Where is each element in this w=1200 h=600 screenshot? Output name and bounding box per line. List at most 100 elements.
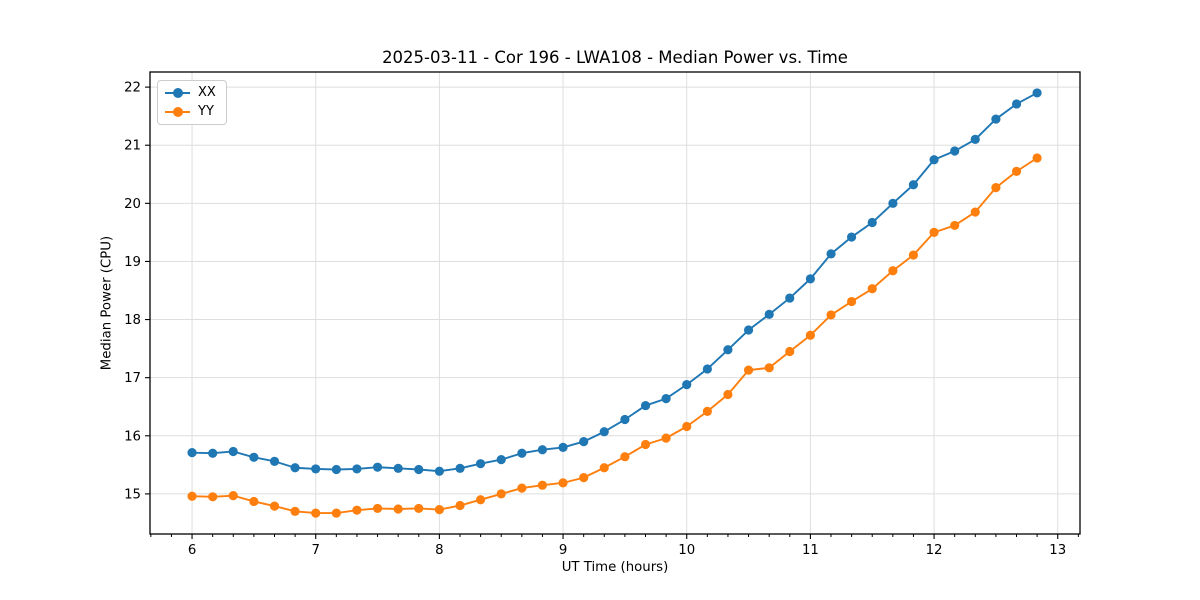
plot-border <box>149 71 1081 535</box>
series-xx-marker <box>414 464 424 475</box>
series-xx-marker <box>269 456 280 466</box>
series-xx-marker <box>558 442 568 453</box>
series-xx-marker <box>970 134 980 145</box>
series-xx-marker <box>537 445 548 455</box>
legend: XX YY <box>157 80 227 125</box>
series-yy-marker <box>434 504 444 515</box>
series-yy-marker <box>455 500 465 511</box>
series-yy-marker <box>249 496 259 507</box>
x-tick-label: 8 <box>435 543 443 558</box>
series-yy-marker <box>208 492 218 502</box>
legend-item-xx: XX <box>165 85 218 101</box>
y-tick-label: 19 <box>124 255 141 270</box>
series-yy-marker <box>805 330 815 340</box>
series-yy-marker <box>579 473 589 483</box>
series-xx-marker <box>228 446 238 457</box>
series-xx-marker <box>517 448 527 458</box>
series-yy-marker <box>661 433 671 443</box>
x-axis-label: UT Time (hours) <box>561 560 669 575</box>
series-xx-marker <box>372 462 383 472</box>
series-yy-marker <box>372 503 383 514</box>
series-xx-marker <box>929 155 939 165</box>
series-xx-marker <box>682 380 692 390</box>
series-xx-marker <box>475 459 486 469</box>
series-xx-marker <box>908 180 919 190</box>
series-yy-marker <box>950 220 960 231</box>
x-tick-label: 12 <box>926 543 943 558</box>
series-yy-marker <box>743 365 754 375</box>
series-yy-marker <box>331 508 341 518</box>
series-xx-marker <box>311 464 321 474</box>
series-xx-marker <box>352 464 362 474</box>
y-axis-label: Median Power (CPU) <box>99 235 115 371</box>
y-tick-label: 21 <box>124 139 141 154</box>
series-xx-marker <box>208 448 218 458</box>
series-yy-line <box>192 157 1038 515</box>
series-xx-marker <box>702 364 712 374</box>
series-yy-marker <box>517 483 527 493</box>
series-yy-marker <box>702 406 712 416</box>
series-xx-marker <box>599 427 609 437</box>
series-xx-marker <box>846 232 857 242</box>
series-xx-marker <box>579 437 589 447</box>
series-xx-marker <box>950 146 960 156</box>
series-yy-marker <box>908 250 919 260</box>
series-yy-marker <box>187 491 197 501</box>
series-yy-marker <box>311 508 321 518</box>
series-xx-marker <box>640 400 651 411</box>
series-xx-marker <box>1032 88 1042 98</box>
series-yy-marker <box>867 284 877 294</box>
series-yy-marker <box>414 503 424 514</box>
series-yy-marker <box>785 346 795 357</box>
series-yy-marker <box>1011 166 1022 176</box>
series-yy-marker <box>620 452 630 462</box>
x-tick-label: 13 <box>1049 543 1066 558</box>
series-xx-marker <box>661 393 671 404</box>
series-yy-marker <box>496 489 506 499</box>
legend-line-marker-icon <box>165 107 190 117</box>
series-yy-marker <box>826 310 836 320</box>
series-yy-marker <box>640 439 651 450</box>
series-yy-marker <box>970 207 980 217</box>
series-xx-marker <box>805 274 815 284</box>
series-yy-marker <box>888 266 898 276</box>
series-xx-marker <box>331 464 341 475</box>
series-xx-marker <box>743 325 754 335</box>
legend-label-xx: XX <box>198 85 216 100</box>
series-xx-marker <box>393 463 403 473</box>
series-yy-marker <box>228 491 238 501</box>
series-yy-marker <box>1032 153 1042 163</box>
x-tick-label: 7 <box>311 543 319 558</box>
series-xx-marker <box>723 345 733 355</box>
x-tick-label: 10 <box>678 543 695 558</box>
series-xx-marker <box>290 463 300 473</box>
series-yy-marker <box>475 495 486 505</box>
series-xx-marker <box>496 455 506 465</box>
series-yy-marker <box>723 389 733 400</box>
series-yy-marker <box>352 505 362 515</box>
series-xx-marker <box>249 452 259 462</box>
series-yy-marker <box>764 363 774 373</box>
x-tick-label: 6 <box>188 543 196 558</box>
y-tick-label: 17 <box>124 371 141 386</box>
x-tick-label: 9 <box>559 543 567 558</box>
chart-title: 2025-03-11 - Cor 196 - LWA108 - Median P… <box>382 48 848 67</box>
series-xx-marker <box>434 466 444 476</box>
y-tick-label: 18 <box>124 313 141 328</box>
series-yy-marker <box>599 463 609 473</box>
series-yy-marker <box>991 183 1001 193</box>
series-xx-marker <box>1011 99 1022 109</box>
x-tick-label: 11 <box>802 543 819 558</box>
series-yy-marker <box>290 506 300 516</box>
series-xx-marker <box>785 293 795 303</box>
legend-label-yy: YY <box>198 104 214 119</box>
series-xx-marker <box>991 114 1001 124</box>
series-xx-marker <box>888 198 898 208</box>
series-xx-marker <box>187 448 197 458</box>
series-xx-line <box>192 92 1038 473</box>
series-yy-marker <box>682 421 692 432</box>
series-yy-marker <box>393 504 403 514</box>
series-xx-marker <box>826 249 836 259</box>
